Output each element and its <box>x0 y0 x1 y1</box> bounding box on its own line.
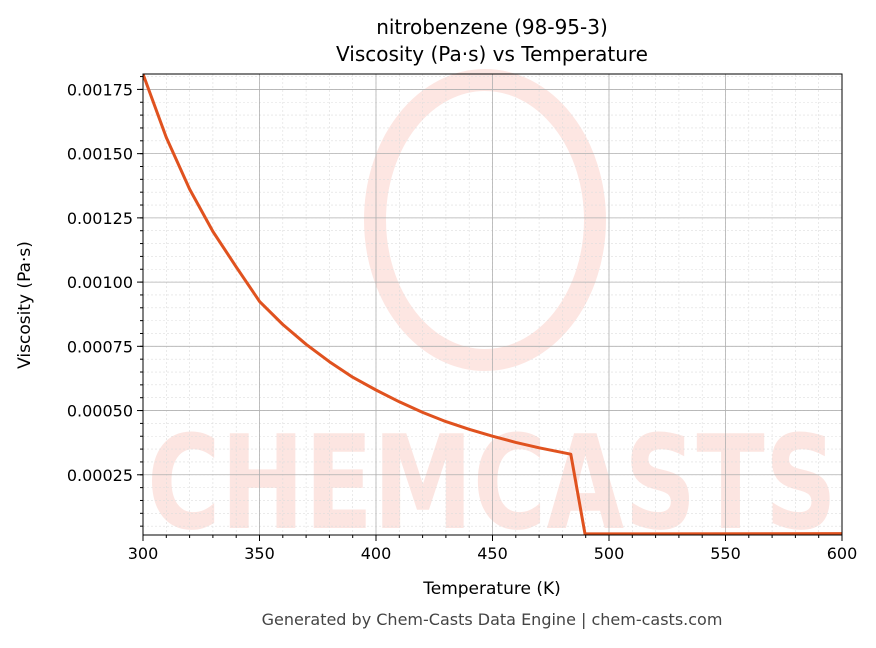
y-tick-label: 0.00075 <box>67 337 133 356</box>
y-tick-label: 0.00050 <box>67 402 133 421</box>
x-tick-label: 600 <box>827 544 858 563</box>
x-tick-label: 350 <box>244 544 275 563</box>
x-axis-label: Temperature (K) <box>422 579 561 599</box>
x-tick-label: 300 <box>128 544 159 563</box>
x-tick-label: 550 <box>710 544 741 563</box>
y-tick-label: 0.00175 <box>67 80 133 99</box>
y-tick-label: 0.00100 <box>67 273 133 292</box>
x-tick-label: 500 <box>594 544 625 563</box>
x-tick-label: 450 <box>477 544 508 563</box>
y-tick-label: 0.00125 <box>67 209 133 228</box>
x-tick-label: 400 <box>361 544 392 563</box>
chart-title-line2: Viscosity (Pa·s) vs Temperature <box>336 42 648 66</box>
y-tick-label: 0.00150 <box>67 145 133 164</box>
y-axis-label: Viscosity (Pa·s) <box>15 241 35 369</box>
y-tick-label: 0.00025 <box>67 466 133 485</box>
chart-title-line1: nitrobenzene (98-95-3) <box>376 15 608 39</box>
viscosity-line <box>143 74 842 535</box>
chemcasts-watermark: CHEMCASTS <box>147 69 837 559</box>
footer-credit: Generated by Chem-Casts Data Engine | ch… <box>262 610 723 629</box>
